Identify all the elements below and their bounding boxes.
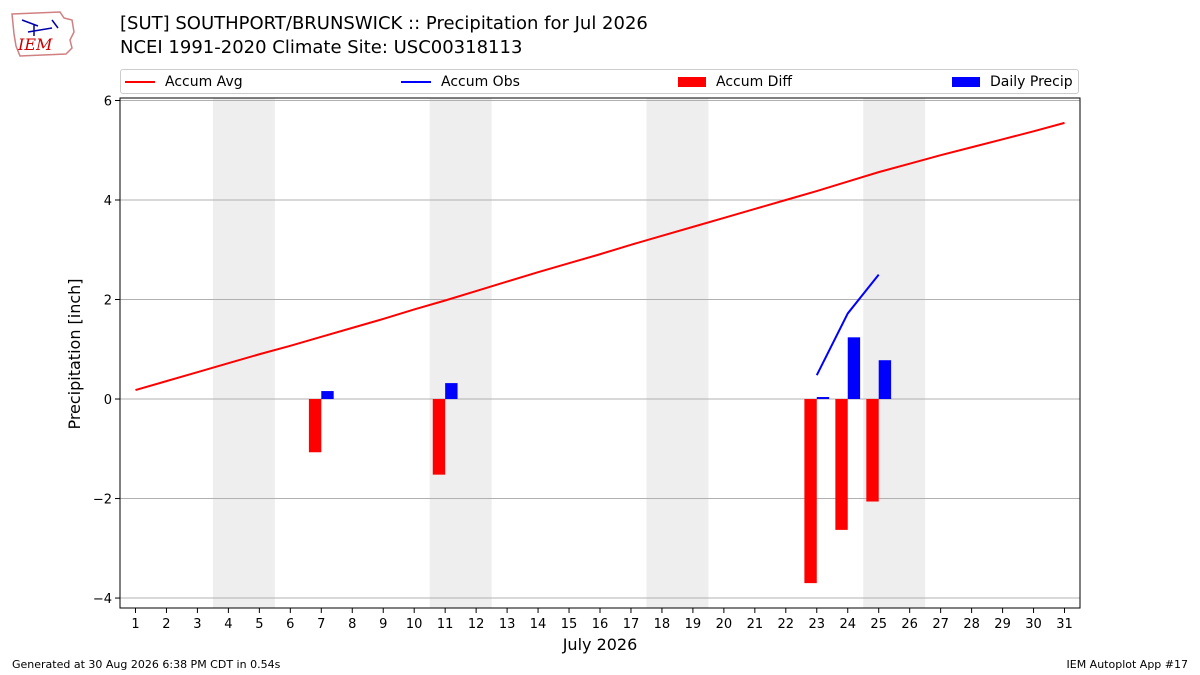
bar-daily-precip-23 <box>816 397 830 400</box>
x-tick-label: 10 <box>406 617 423 632</box>
iem-logo: IEM <box>11 11 75 57</box>
chart-title: [SUT] SOUTHPORT/BRUNSWICK :: Precipitati… <box>120 13 648 34</box>
bar-daily-precip-25 <box>878 360 892 400</box>
legend-item-accum-avg: Accum Avg <box>125 73 243 91</box>
legend-swatch-daily-precip <box>952 77 980 87</box>
bar-accum-diff-11 <box>432 399 446 475</box>
weekend-bands <box>212 98 926 608</box>
x-tick-label: 9 <box>379 617 387 632</box>
legend-swatch-accum-diff <box>678 77 706 87</box>
legend-item-daily-precip: Daily Precip <box>952 73 1073 91</box>
bar-accum-diff-24 <box>835 399 848 530</box>
y-tick-label: 4 <box>104 194 112 209</box>
x-tick-label: 12 <box>468 617 485 632</box>
x-tick-label: 4 <box>224 617 232 632</box>
app-credit: IEM Autoplot App #17 <box>1066 658 1189 671</box>
bar-accum-diff-7 <box>308 399 322 453</box>
weather-station-icon <box>21 19 59 36</box>
x-tick-label: 30 <box>1025 617 1042 632</box>
x-tick-label: 19 <box>685 617 702 632</box>
bar-daily-precip-7 <box>321 391 334 400</box>
x-axis-ticks: 1 2 3 4 5 6 7 8 9 10 11 12 13 14 15 16 17 18 19 20 21 22 23 24 2… <box>131 608 1073 632</box>
legend-label-accum-diff: Accum Diff <box>716 74 793 90</box>
x-tick-label: 24 <box>839 617 856 632</box>
x-tick-label: 16 <box>592 617 609 632</box>
x-tick-label: 6 <box>286 617 294 632</box>
x-tick-label: 27 <box>932 617 949 632</box>
legend-label-accum-avg: Accum Avg <box>165 74 243 90</box>
x-tick-label: 29 <box>994 617 1011 632</box>
x-tick-label: 1 <box>131 617 139 632</box>
bar-accum-diff-23 <box>804 399 817 584</box>
x-tick-label: 3 <box>193 617 201 632</box>
x-tick-label: 7 <box>317 617 325 632</box>
x-tick-label: 17 <box>623 617 640 632</box>
line-accum-avg <box>135 121 1065 392</box>
legend-label-accum-obs: Accum Obs <box>441 74 520 90</box>
generated-timestamp: Generated at 30 Aug 2026 6:38 PM CDT in … <box>12 658 281 671</box>
iowa-map-outline <box>11 11 75 57</box>
y-axis-label: Precipitation [inch] <box>65 278 84 429</box>
x-tick-label: 25 <box>870 617 887 632</box>
legend-label-daily-precip: Daily Precip <box>990 74 1073 90</box>
y-tick-label: −4 <box>93 592 112 607</box>
x-tick-label: 28 <box>963 617 980 632</box>
bars <box>308 337 892 584</box>
y-axis-ticks: −4 −2 0 2 4 6 <box>93 94 120 607</box>
grid-lines <box>120 99 1080 599</box>
bar-daily-precip-11 <box>445 383 458 400</box>
legend-swatch-accum-avg <box>125 81 155 83</box>
x-tick-label: 21 <box>747 617 764 632</box>
legend-swatch-accum-obs <box>401 81 431 83</box>
x-tick-label: 11 <box>437 617 454 632</box>
weekend-band-2 <box>646 98 709 608</box>
series-lines <box>135 121 1065 392</box>
bar-accum-diff-25 <box>866 399 879 502</box>
x-tick-label: 23 <box>809 617 826 632</box>
weekend-band-1 <box>429 98 492 608</box>
x-tick-label: 31 <box>1056 617 1073 632</box>
y-tick-label: 2 <box>104 294 112 309</box>
bar-daily-precip-24 <box>847 337 861 400</box>
x-tick-label: 8 <box>348 617 356 632</box>
x-tick-label: 5 <box>255 617 263 632</box>
y-tick-label: 6 <box>104 94 112 109</box>
y-tick-label: 0 <box>104 393 112 408</box>
x-tick-label: 2 <box>162 617 170 632</box>
legend-item-accum-obs: Accum Obs <box>401 73 520 91</box>
x-tick-label: 26 <box>901 617 918 632</box>
x-tick-label: 15 <box>561 617 578 632</box>
legend-item-accum-diff: Accum Diff <box>678 73 792 91</box>
x-tick-label: 20 <box>716 617 733 632</box>
x-tick-label: 22 <box>778 617 795 632</box>
chart-subtitle: NCEI 1991-2020 Climate Site: USC00318113 <box>120 37 523 58</box>
legend: Accum Avg Accum Obs Accum Diff Daily Pre… <box>120 69 1079 94</box>
x-tick-label: 14 <box>530 617 547 632</box>
x-tick-label: 13 <box>499 617 516 632</box>
x-axis-label: July 2026 <box>562 635 638 654</box>
logo-text: IEM <box>17 35 53 54</box>
x-tick-label: 18 <box>654 617 671 632</box>
line-accum-obs <box>815 274 880 376</box>
weekend-band-3 <box>863 98 926 608</box>
y-tick-label: −2 <box>93 493 112 508</box>
